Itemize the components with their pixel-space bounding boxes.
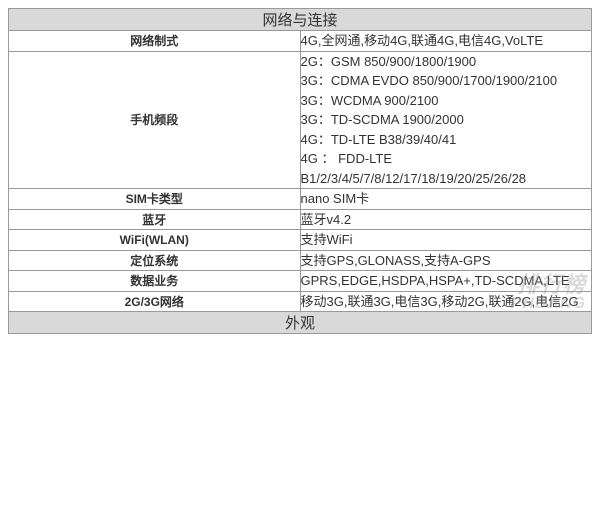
row-value: 2G：GSM 850/900/1800/1900 3G：CDMA EVDO 85…	[300, 51, 592, 189]
spec-table: 网络与连接 网络制式 4G,全网通,移动4G,联通4G,电信4G,VoLTE 手…	[8, 8, 592, 334]
table-row: 2G/3G网络 移动3G,联通3G,电信3G,移动2G,联通2G,电信2G	[9, 291, 592, 312]
justified-line: 4G ： FDD-LTE	[301, 149, 592, 169]
table-row: 数据业务 GPRS,EDGE,HSDPA,HSPA+,TD-SCDMA,LTE	[9, 271, 592, 292]
row-value: 支持WiFi	[300, 230, 592, 251]
row-value: GPRS,EDGE,HSDPA,HSPA+,TD-SCDMA,LTE	[300, 271, 592, 292]
section-header-network: 网络与连接	[9, 9, 592, 31]
row-label: 蓝牙	[9, 209, 301, 230]
table-row: SIM卡类型 nano SIM卡	[9, 189, 592, 210]
row-label: 2G/3G网络	[9, 291, 301, 312]
table-row: 定位系统 支持GPS,GLONASS,支持A-GPS	[9, 250, 592, 271]
row-label: 手机频段	[9, 51, 301, 189]
row-value: 蓝牙v4.2	[300, 209, 592, 230]
row-label: 数据业务	[9, 271, 301, 292]
row-label: 网络制式	[9, 31, 301, 52]
row-value: nano SIM卡	[300, 189, 592, 210]
table-row: 网络制式 4G,全网通,移动4G,联通4G,电信4G,VoLTE	[9, 31, 592, 52]
row-label: 定位系统	[9, 250, 301, 271]
section-header-appearance: 外观	[9, 312, 592, 334]
table-row: 手机频段 2G：GSM 850/900/1800/1900 3G：CDMA EV…	[9, 51, 592, 189]
row-value: 4G,全网通,移动4G,联通4G,电信4G,VoLTE	[300, 31, 592, 52]
table-row: 蓝牙 蓝牙v4.2	[9, 209, 592, 230]
row-value: 移动3G,联通3G,电信3G,移动2G,联通2G,电信2G	[300, 291, 592, 312]
table-row: WiFi(WLAN) 支持WiFi	[9, 230, 592, 251]
row-label: SIM卡类型	[9, 189, 301, 210]
row-label: WiFi(WLAN)	[9, 230, 301, 251]
row-value: 支持GPS,GLONASS,支持A-GPS	[300, 250, 592, 271]
